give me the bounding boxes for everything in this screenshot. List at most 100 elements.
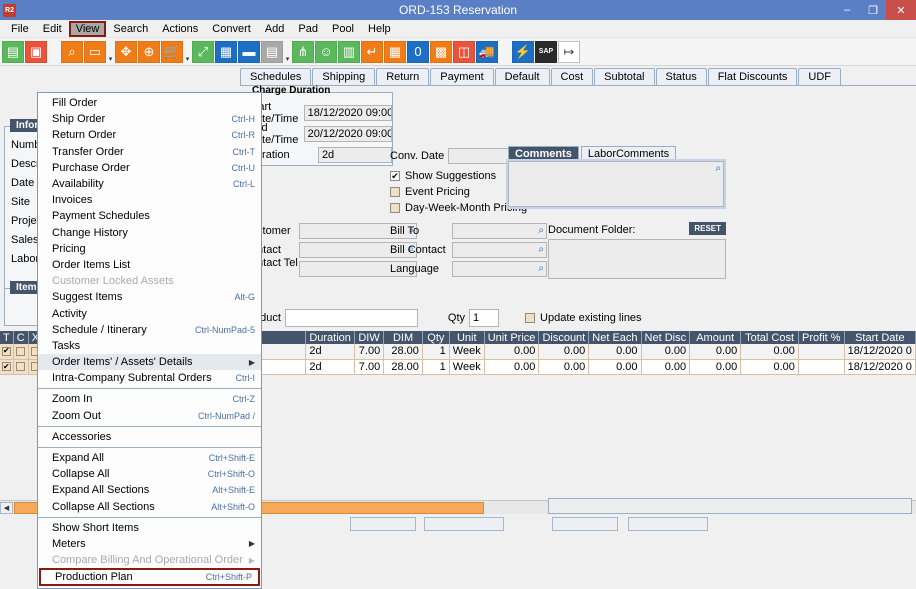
view-menu-item-meters[interactable]: Meters ▶ bbox=[38, 536, 261, 552]
hierarchy-icon[interactable]: ⋔ bbox=[292, 40, 314, 63]
grid-cell-discount[interactable]: 0.00 bbox=[538, 359, 590, 375]
grid-cell-unit-price[interactable]: 0.00 bbox=[484, 359, 540, 375]
tab-default[interactable]: Default bbox=[494, 68, 550, 85]
menu-item-add[interactable]: Add bbox=[264, 22, 285, 35]
grid-cell-dim[interactable]: 28.00 bbox=[383, 359, 423, 375]
view-menu-item-purchase-order[interactable]: Purchase Order Ctrl-U bbox=[38, 160, 261, 176]
grid-cell-net-each[interactable]: 0.00 bbox=[588, 359, 642, 375]
bottom-button-2[interactable] bbox=[424, 517, 504, 531]
grid-header-discount[interactable]: Discount bbox=[538, 331, 590, 344]
view-menu-item-activity[interactable]: Activity bbox=[38, 305, 261, 321]
grid-header-net-each[interactable]: Net Each bbox=[588, 331, 642, 344]
search-asset-icon[interactable]: ⌕ bbox=[61, 40, 83, 63]
package-icon[interactable]: ▭ bbox=[84, 40, 106, 63]
checkbox-event-pricing[interactable] bbox=[390, 187, 400, 197]
view-menu-item-payment-schedules[interactable]: Payment Schedules bbox=[38, 208, 261, 224]
comments-search-icon[interactable]: ⌕ bbox=[715, 163, 721, 174]
view-menu-item-schedule-itinerary[interactable]: Schedule / Itinerary Ctrl-NumPad-5 bbox=[38, 322, 261, 338]
grid-header-total-cost[interactable]: Total Cost bbox=[740, 331, 799, 344]
grid-header-c[interactable]: C bbox=[13, 331, 29, 344]
menu-item-file[interactable]: File bbox=[11, 22, 29, 35]
cash-icon[interactable]: ◫ bbox=[453, 40, 475, 63]
tab-cost[interactable]: Cost bbox=[550, 68, 594, 85]
view-menu-item-production-plan[interactable]: Production Plan Ctrl+Shift-P bbox=[39, 568, 260, 587]
grid-cell-total-cost[interactable]: 0.00 bbox=[740, 344, 799, 360]
return-icon[interactable]: ↵ bbox=[361, 40, 383, 63]
view-menu-item-order-items-list[interactable]: Order Items List bbox=[38, 257, 261, 273]
end-datetime-input[interactable]: 20/12/2020 09:00 AM bbox=[303, 125, 392, 142]
menu-item-actions[interactable]: Actions bbox=[162, 22, 199, 35]
view-menu-item-fill-order[interactable]: Fill Order bbox=[38, 95, 261, 111]
pricing-option[interactable]: Day-Week-Month Pricing bbox=[390, 200, 527, 216]
grid-cell-unit-price[interactable]: 0.00 bbox=[484, 344, 540, 360]
grid-cell-unit[interactable]: Week bbox=[449, 359, 485, 375]
input-customer[interactable]: ⌕ bbox=[299, 222, 417, 239]
grid-header-net-disc[interactable]: Net Disc bbox=[641, 331, 691, 344]
search-icon[interactable]: ⌕ bbox=[408, 243, 414, 255]
view-menu-item-collapse-all[interactable]: Collapse All Ctrl+Shift-O bbox=[38, 466, 261, 482]
grid-cell-profit[interactable] bbox=[798, 359, 845, 375]
view-menu-item-order-items-assets-details[interactable]: Order Items' / Assets' Details ▶ bbox=[38, 354, 261, 371]
grid-cell-duration[interactable]: 2d bbox=[305, 359, 355, 375]
menu-item-search[interactable]: Search bbox=[113, 22, 149, 35]
grid-cell-qty[interactable]: 1 bbox=[422, 344, 450, 360]
grid-cell-unit[interactable]: Week bbox=[449, 344, 485, 360]
comments-textarea[interactable]: ⌕ bbox=[506, 159, 726, 209]
search-icon[interactable]: ⌕ bbox=[538, 224, 544, 236]
view-menu-item-accessories[interactable]: Accessories bbox=[38, 429, 261, 445]
tab-udf[interactable]: UDF bbox=[798, 68, 842, 85]
input-bill-contact[interactable]: ⌕ bbox=[452, 241, 547, 258]
grid-cell-total-cost[interactable]: 0.00 bbox=[740, 359, 799, 375]
search-icon[interactable]: ⌕ bbox=[538, 262, 544, 274]
expand-icon[interactable]: ⤢ bbox=[192, 40, 214, 63]
invoice-icon[interactable]: ▥ bbox=[338, 40, 360, 63]
view-menu-item-zoom-out[interactable]: Zoom Out Ctrl-NumPad / bbox=[38, 408, 261, 424]
close-icon[interactable]: ✕ bbox=[886, 0, 916, 20]
view-menu-item-show-short-items[interactable]: Show Short Items bbox=[38, 520, 261, 536]
grid-header-qty[interactable]: Qty bbox=[422, 331, 450, 344]
logout-icon[interactable]: ↦ bbox=[558, 40, 580, 63]
view-menu-item-availability[interactable]: Availability Ctrl-L bbox=[38, 176, 261, 192]
grid-checkbox-t[interactable]: ✔ bbox=[0, 344, 14, 360]
search-icon[interactable]: ⌕ bbox=[408, 224, 414, 236]
bottom-button-4[interactable] bbox=[628, 517, 708, 531]
grid-checkbox-c[interactable] bbox=[13, 359, 29, 375]
grid-header-unit-price[interactable]: Unit Price bbox=[484, 331, 540, 344]
grid-cell-profit[interactable] bbox=[798, 344, 845, 360]
grid-header-duration[interactable]: Duration bbox=[305, 331, 355, 344]
grid-cell-diw[interactable]: 7.00 bbox=[354, 344, 385, 360]
tab-schedules[interactable]: Schedules bbox=[240, 68, 312, 85]
qr-code-icon[interactable]: ▦ bbox=[215, 40, 237, 63]
view-menu-item-tasks[interactable]: Tasks bbox=[38, 338, 261, 354]
minimize-icon[interactable]: – bbox=[843, 4, 851, 16]
cart-icon[interactable]: 🛒 bbox=[161, 40, 183, 63]
grid-cell-dim[interactable]: 28.00 bbox=[383, 344, 423, 360]
comment-count-icon[interactable]: 0 bbox=[407, 40, 429, 63]
menu-item-edit[interactable]: Edit bbox=[42, 22, 62, 35]
duration-input[interactable]: 2d bbox=[317, 146, 392, 163]
view-menu-item-suggest-items[interactable]: Suggest Items Alt-G bbox=[38, 289, 261, 305]
menu-item-view[interactable]: View bbox=[68, 20, 107, 37]
view-menu-item-pricing[interactable]: Pricing bbox=[38, 241, 261, 257]
tab-status[interactable]: Status bbox=[655, 68, 707, 85]
dropdown-arrow-icon[interactable]: ▾ bbox=[108, 55, 113, 63]
bottom-button-1[interactable] bbox=[350, 517, 416, 531]
view-menu-item-intra-company-subrental-orders[interactable]: Intra-Company Subrental Orders Ctrl-I bbox=[38, 370, 261, 386]
input-contact-tel-[interactable] bbox=[299, 260, 417, 277]
start-datetime-input[interactable]: 18/12/2020 09:00 AM bbox=[303, 104, 392, 121]
grid-cell-net-disc[interactable]: 0.00 bbox=[641, 359, 691, 375]
tab-subtotal[interactable]: Subtotal bbox=[594, 68, 655, 85]
grid-cell-net-disc[interactable]: 0.00 bbox=[641, 344, 691, 360]
update-existing-lines-checkbox[interactable]: Update existing lines bbox=[525, 312, 642, 324]
dropdown-arrow-icon-2[interactable]: ▾ bbox=[185, 55, 190, 63]
maximize-icon[interactable]: ❐ bbox=[868, 4, 878, 17]
grid-cell-diw[interactable]: 7.00 bbox=[354, 359, 385, 375]
new-document-icon[interactable]: ▤ bbox=[2, 40, 24, 63]
menu-item-pool[interactable]: Pool bbox=[331, 22, 355, 35]
lightning-icon[interactable]: ⚡ bbox=[512, 40, 534, 63]
grid-cell-qty[interactable]: 1 bbox=[422, 359, 450, 375]
checkbox-box[interactable] bbox=[16, 346, 26, 356]
checkbox-box[interactable]: ✔ bbox=[1, 361, 11, 371]
grid-header-diw[interactable]: DIW bbox=[354, 331, 385, 344]
product-input[interactable] bbox=[284, 309, 418, 327]
